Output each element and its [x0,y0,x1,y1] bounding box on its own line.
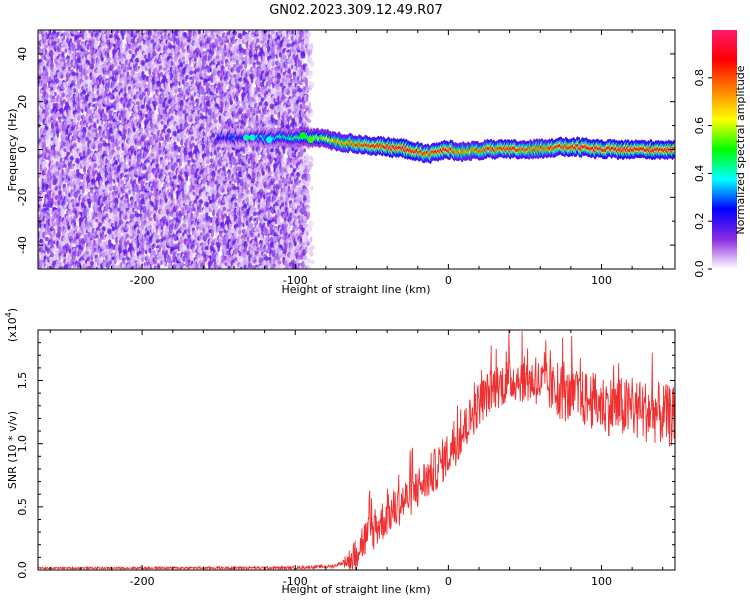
spectrogram-cell [46,72,49,76]
spectrogram-cell [172,198,176,203]
spectrogram-cell [84,211,88,218]
spectrogram-cell [84,160,88,167]
spectrogram-cell [62,135,67,143]
spectrogram-cell [108,186,113,192]
spectrogram-cell [78,37,83,41]
spectrogram-cell [82,89,87,95]
spectrogram-cell [148,145,152,151]
spectrogram-cell [82,166,87,174]
spectrogram-cell [69,50,72,55]
spectrogram-cell [74,113,78,122]
spectrogram-cell [73,87,77,94]
spectrogram-cell [96,119,99,124]
spectrogram-cell [83,243,87,249]
spectrogram-cell [168,44,174,49]
spectrogram-cell [70,30,76,35]
spectrogram-cell [73,158,76,164]
spectrogram-cell [54,140,60,147]
spectrogram-cell [61,52,65,58]
spectrogram-cell [51,240,54,249]
spectrogram-cell [58,266,63,269]
spectrogram-cell [137,184,140,189]
spectrogram-cell [64,163,67,169]
spectrogram-cell [50,89,56,97]
spectrogram-cell [45,253,50,258]
spectrogram-cell [67,113,73,119]
spectrogram-cell [68,59,71,67]
spectrogram-cell [43,61,47,68]
spectrogram-cell [61,192,66,198]
spectrogram-cell [50,102,53,108]
spectrogram-cell [44,92,50,100]
spectrogram-cell [46,247,50,255]
spectrogram-cell [57,38,61,44]
spectrogram-cell [39,58,43,63]
spectrogram-cell [108,57,112,62]
spectrogram-cell [56,232,61,238]
spectrogram-cell [69,130,74,135]
spectrogram-cell [73,263,76,269]
spectrogram-cell [63,253,67,258]
spectrogram-cell [71,71,76,77]
spectrogram-cell [49,201,53,208]
spectrogram-cell [52,33,57,39]
spectrogram-cell [128,189,131,195]
spectrogram-cell [140,127,144,132]
spectrogram-cell [39,107,43,113]
spectrogram-cell [116,75,120,81]
spectrogram-cell [73,43,76,48]
spectrogram-cell [72,59,76,66]
spectrogram-cell [75,225,79,230]
spectrogram-cell [58,118,62,123]
spectrogram-cell [164,262,168,267]
chart-title: GN02.2023.309.12.49.R07 [269,3,443,18]
spectrogram-cell [103,142,108,147]
spectrogram-cell [76,207,81,212]
spectrogram-cell [86,44,90,51]
spectrogram-cell [70,41,73,48]
spectrogram-cell [68,117,73,124]
spectrogram-cell [54,91,57,97]
spectrogram-cell [83,131,87,139]
spectrogram-cell [63,56,66,63]
spectrogram-cell [67,49,71,56]
spectrogram-cell [126,197,130,205]
spectrogram-cell [76,30,80,33]
spectrogram-cell [169,255,172,260]
spectrogram-cell [38,149,41,156]
spectrogram-cell [160,260,163,266]
spectrogram-cell [140,257,145,263]
spectrogram-cell [64,48,67,54]
spectrogram-cell [42,231,46,239]
spectrogram-cell [67,204,73,211]
spectrogram-cell [134,213,140,218]
spectrogram-cell [61,197,67,203]
spectrogram-cell [41,141,47,150]
spectrogram-cell [54,82,57,89]
spectrogram-cell [105,114,108,119]
spectrogram-cell [174,88,178,94]
spectrogram-cell [95,126,98,134]
spectrogram-cell [76,115,81,121]
spectrogram-cell [113,264,116,269]
spectrogram-cell [84,75,89,80]
